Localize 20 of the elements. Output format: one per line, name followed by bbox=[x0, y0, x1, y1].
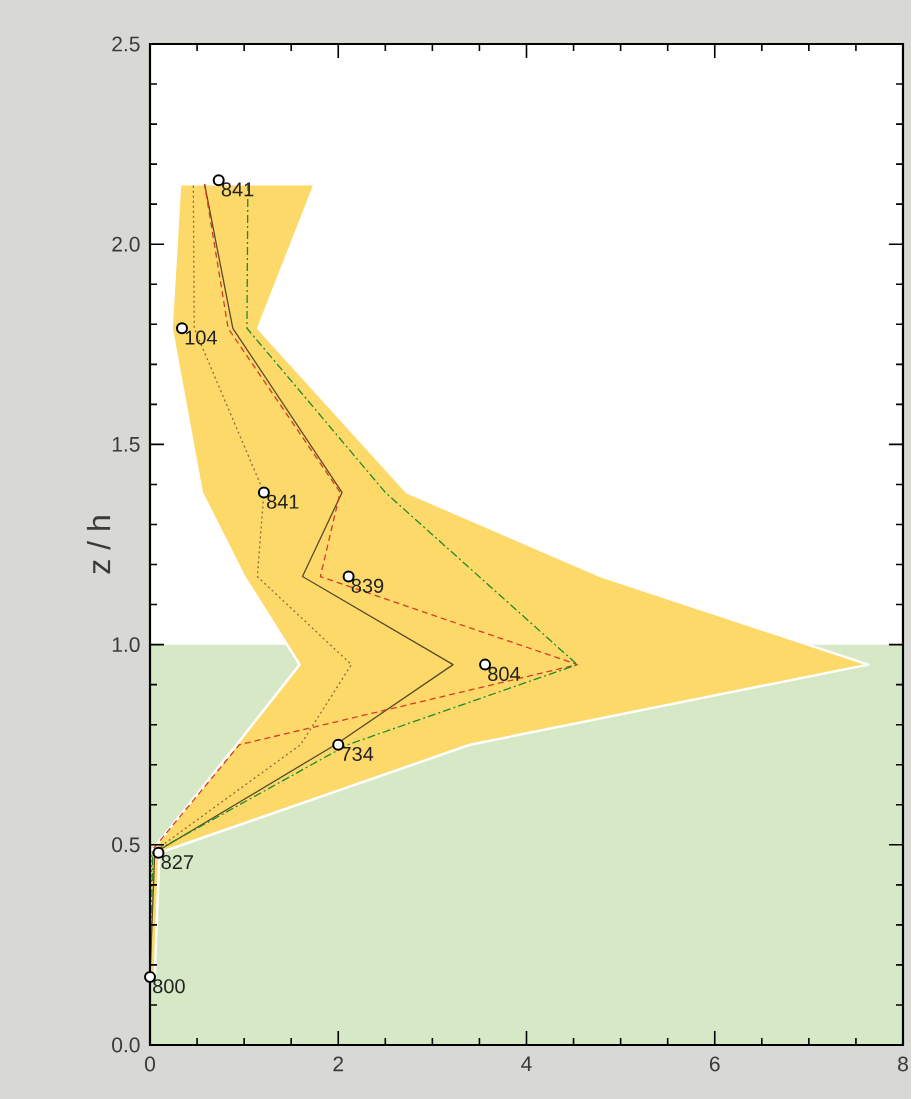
annotation: 804 bbox=[488, 666, 520, 681]
annotation: 734 bbox=[341, 746, 374, 762]
y-tick-label: 1.5 bbox=[112, 437, 140, 452]
annotation: 104 bbox=[185, 330, 217, 345]
annotation: 839 bbox=[351, 578, 384, 593]
x-tick-label: 4 bbox=[521, 1056, 532, 1071]
x-tick-label: 0 bbox=[144, 1056, 155, 1072]
y-tick-label: 0.0 bbox=[112, 1037, 140, 1053]
y-axis-title: z / h bbox=[86, 516, 111, 574]
annotation: 841 bbox=[221, 182, 254, 197]
y-tick-label: 2.0 bbox=[112, 236, 140, 252]
annotation: 827 bbox=[161, 855, 193, 870]
x-tick-label: 2 bbox=[333, 1056, 343, 1072]
x-tick-label: 8 bbox=[897, 1056, 908, 1072]
annotation: 841 bbox=[266, 494, 299, 509]
y-tick-label: 1.0 bbox=[112, 637, 140, 653]
x-tick-label: 6 bbox=[709, 1056, 720, 1072]
y-tick-label: 2.5 bbox=[112, 36, 140, 52]
y-tick-label: 0.5 bbox=[112, 837, 140, 853]
annotation: 800 bbox=[152, 979, 185, 994]
